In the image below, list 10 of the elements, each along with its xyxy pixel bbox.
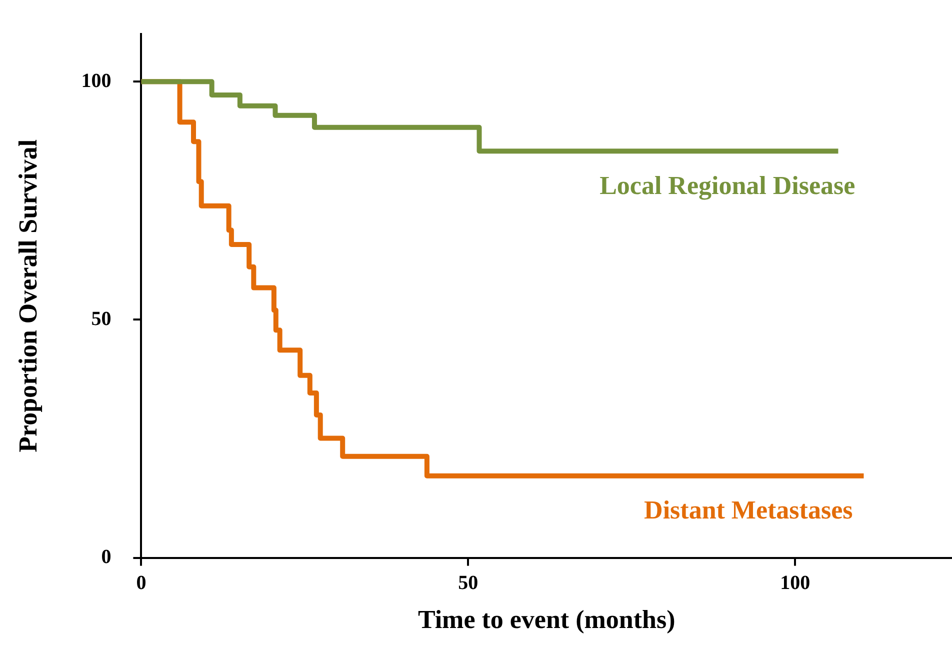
x-tick-label: 0 — [136, 572, 146, 594]
y-axis-title: Proportion Overall Survival — [13, 139, 42, 452]
y-tick-label: 50 — [91, 308, 112, 330]
series-label: Local Regional Disease — [600, 170, 856, 200]
y-tick-label: 100 — [81, 70, 112, 92]
series-label: Distant Metastases — [644, 496, 853, 525]
y-tick-label: 0 — [101, 546, 112, 568]
x-tick-label: 100 — [780, 572, 810, 594]
x-axis-title: Time to event (months) — [418, 605, 676, 634]
x-tick-label: 50 — [458, 572, 478, 594]
